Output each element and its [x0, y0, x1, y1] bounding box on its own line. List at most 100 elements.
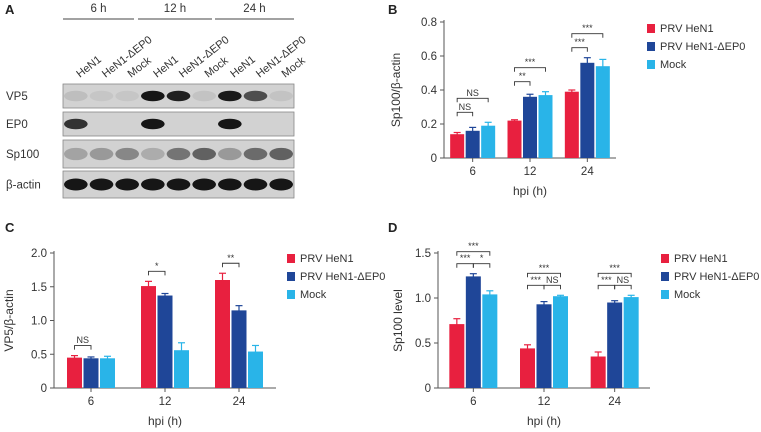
- bar: [507, 120, 522, 158]
- blot-band: [166, 147, 191, 161]
- bar: [523, 96, 537, 158]
- time-point-label: 6 h: [91, 3, 107, 15]
- y-axis-label: Sp100/β-actin: [389, 53, 403, 127]
- significance-bracket: [74, 345, 92, 350]
- significance-bracket: [527, 284, 545, 290]
- blot-band: [115, 178, 139, 191]
- legend-swatch: [647, 60, 655, 69]
- panel-letter: B: [388, 2, 397, 17]
- significance-bracket: [222, 262, 240, 268]
- panel-c-chart: C 0 0.5 1.0 1.5 2.0 6 12 24 hpi (h) VP5/β-actin NS *…: [2, 220, 385, 428]
- bar: [100, 358, 115, 388]
- bar: [449, 324, 465, 388]
- panel-a-letter: A: [5, 2, 15, 17]
- x-tick-label: 12: [538, 396, 551, 408]
- bar: [141, 286, 156, 388]
- significance-bracket: [456, 111, 474, 117]
- blot-band: [89, 147, 114, 161]
- bar: [538, 95, 553, 158]
- blot-band: [141, 178, 165, 191]
- bar: [465, 130, 480, 158]
- bar: [580, 62, 595, 158]
- blot-band: [141, 90, 165, 102]
- significance-bracket: [597, 272, 632, 278]
- blot-band: [89, 178, 114, 191]
- blot-band: [115, 90, 139, 102]
- y-tick-label: 0.8: [421, 17, 437, 29]
- legend-label: Mock: [674, 289, 701, 301]
- significance-bracket: [472, 263, 491, 268]
- y-tick-label: 0: [425, 383, 431, 395]
- y-tick-label: 0.4: [421, 85, 438, 97]
- y-tick-label: 1.5: [31, 282, 47, 294]
- significance-label: **: [227, 253, 235, 263]
- blot-band: [192, 147, 216, 161]
- blot-row-label: β-actin: [6, 180, 41, 192]
- y-tick-label: 1.5: [415, 248, 431, 260]
- y-axis-label: Sp100 level: [391, 289, 405, 352]
- significance-label: ***: [530, 275, 541, 285]
- bar: [595, 66, 610, 158]
- panel-letter: C: [5, 220, 15, 235]
- panel-letter: D: [388, 220, 397, 235]
- blot-row-label: VP5: [6, 91, 28, 103]
- blot-strip: [62, 111, 295, 137]
- legend-label: PRV HeN1: [300, 253, 354, 265]
- y-tick-label: 2.0: [31, 248, 47, 260]
- legend-swatch: [287, 254, 295, 263]
- y-axis-label: VP5/β-actin: [2, 289, 16, 351]
- bar: [231, 310, 247, 388]
- legend-label: PRV HeN1-ΔEP0: [674, 271, 759, 283]
- time-point-label: 24 h: [243, 3, 265, 15]
- bar: [520, 348, 535, 388]
- blot-band: [64, 118, 88, 130]
- significance-bracket: [571, 33, 604, 38]
- blot-band: [64, 90, 88, 102]
- bar: [174, 350, 189, 388]
- significance-bracket: [614, 284, 632, 290]
- x-axis-label: hpi (h): [527, 414, 561, 428]
- legend-label: PRV HeN1-ΔEP0: [660, 41, 745, 53]
- blot-band: [166, 178, 191, 191]
- legend-label: PRV HeN1: [674, 253, 728, 265]
- significance-bracket: [148, 270, 166, 276]
- x-tick-label: 6: [470, 396, 476, 408]
- x-tick-label: 6: [88, 396, 94, 408]
- bar: [83, 358, 99, 388]
- significance-bracket: [456, 97, 489, 103]
- legend-swatch: [287, 272, 295, 281]
- significance-bracket: [514, 67, 546, 72]
- y-tick-label: 0.2: [421, 119, 437, 131]
- significance-label: ***: [574, 37, 585, 47]
- significance-label: ***: [601, 275, 612, 285]
- significance-label: NS: [546, 275, 559, 285]
- blot-band: [218, 147, 242, 161]
- y-tick-label: 0.5: [31, 349, 47, 361]
- blot-band: [218, 118, 242, 130]
- legend-label: PRV HeN1-ΔEP0: [300, 271, 385, 283]
- blot-band: [218, 178, 242, 191]
- blot-row-label: EP0: [6, 119, 28, 131]
- legend-swatch: [661, 272, 669, 281]
- blot-band: [166, 90, 191, 102]
- significance-bracket: [571, 47, 588, 52]
- bar: [481, 125, 496, 158]
- legend-label: Mock: [300, 289, 327, 301]
- significance-label: ***: [609, 263, 620, 273]
- y-tick-label: 0.5: [415, 338, 431, 350]
- bar: [607, 302, 623, 388]
- significance-label: **: [519, 71, 527, 81]
- x-tick-label: 24: [581, 166, 594, 178]
- y-tick-label: 0.6: [421, 51, 437, 63]
- x-axis-label: hpi (h): [513, 184, 547, 198]
- significance-bracket: [514, 81, 531, 86]
- x-tick-label: 6: [469, 166, 475, 178]
- significance-label: *: [480, 253, 484, 263]
- bar: [564, 91, 579, 158]
- significance-label: NS: [617, 275, 630, 285]
- blot-band: [64, 178, 88, 191]
- significance-bracket: [456, 263, 474, 268]
